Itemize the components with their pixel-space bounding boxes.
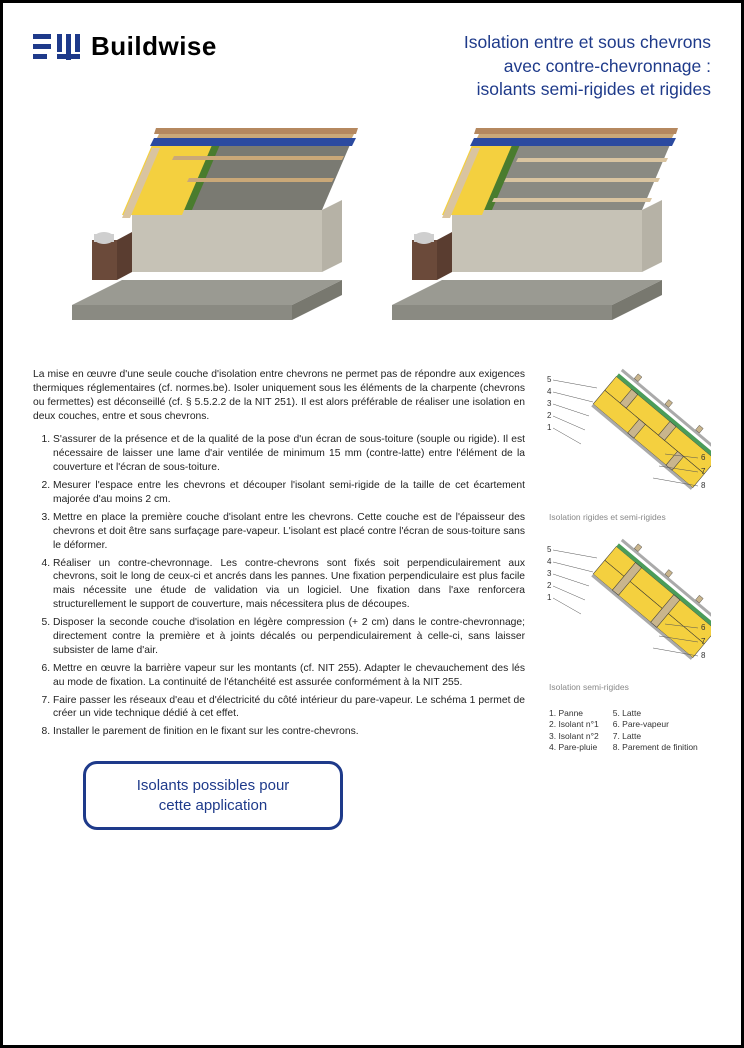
legend-item: 7. Latte xyxy=(613,731,698,742)
svg-text:3: 3 xyxy=(547,399,552,408)
cta-button[interactable]: Isolants possibles pour cette applicatio… xyxy=(83,761,343,830)
header: Buildwise Isolation entre et sous chevro… xyxy=(33,31,711,102)
legend-item: 2. Isolant n°1 xyxy=(549,719,599,730)
section-caption-2: Isolation semi-rigides xyxy=(543,682,711,692)
section-caption-1: Isolation rigides et semi-rigides xyxy=(543,512,711,522)
legend-item: 6. Pare-vapeur xyxy=(613,719,698,730)
step-4: Réaliser un contre-chevronnage. Les cont… xyxy=(53,557,525,613)
title-line-3: isolants semi-rigides et rigides xyxy=(464,78,711,102)
logo-text: Buildwise xyxy=(91,31,217,62)
hero-diagram-left xyxy=(62,120,362,340)
svg-text:1: 1 xyxy=(547,593,552,602)
svg-text:3: 3 xyxy=(547,569,552,578)
hero-diagram-right xyxy=(382,120,682,340)
legend-item: 3. Isolant n°2 xyxy=(549,731,599,742)
section-diagram-1: 5 4 3 2 1 6 7 8 xyxy=(543,368,711,508)
svg-text:2: 2 xyxy=(547,581,552,590)
cta-line-1: Isolants possibles pour xyxy=(116,776,310,796)
steps-list: S'assurer de la présence et de la qualit… xyxy=(33,433,525,739)
legend-item: 5. Latte xyxy=(613,708,698,719)
logo-icon xyxy=(33,32,81,62)
legend: 1. Panne 2. Isolant n°1 3. Isolant n°2 4… xyxy=(543,708,711,754)
svg-text:5: 5 xyxy=(547,545,552,554)
step-7: Faire passer les réseaux d'eau et d'élec… xyxy=(53,694,525,722)
legend-item: 4. Pare-pluie xyxy=(549,742,599,753)
legend-item: 1. Panne xyxy=(549,708,599,719)
title-line-2: avec contre-chevronnage : xyxy=(464,55,711,79)
svg-text:6: 6 xyxy=(701,453,706,462)
svg-text:5: 5 xyxy=(547,375,552,384)
section-diagram-2: 5 4 3 2 1 6 7 8 xyxy=(543,538,711,678)
step-6: Mettre en œuvre la barrière vapeur sur l… xyxy=(53,662,525,690)
svg-text:7: 7 xyxy=(701,467,706,476)
svg-text:1: 1 xyxy=(547,423,552,432)
step-1: S'assurer de la présence et de la qualit… xyxy=(53,433,525,475)
step-5: Disposer la seconde couche d'isolation e… xyxy=(53,616,525,658)
svg-text:6: 6 xyxy=(701,623,706,632)
step-2: Mesurer l'espace entre les chevrons et d… xyxy=(53,479,525,507)
cta-line-2: cette application xyxy=(116,796,310,816)
page-title: Isolation entre et sous chevrons avec co… xyxy=(464,31,711,102)
svg-text:7: 7 xyxy=(701,637,706,646)
side-column: 5 4 3 2 1 6 7 8 Isolation rigides et sem… xyxy=(543,368,711,830)
svg-text:2: 2 xyxy=(547,411,552,420)
content-row: La mise en œuvre d'une seule couche d'is… xyxy=(33,368,711,830)
step-8: Installer le parement de finition en le … xyxy=(53,725,525,739)
svg-text:8: 8 xyxy=(701,651,706,660)
hero-diagrams xyxy=(33,120,711,340)
legend-item: 8. Parement de finition xyxy=(613,742,698,753)
legend-col-1: 1. Panne 2. Isolant n°1 3. Isolant n°2 4… xyxy=(549,708,599,754)
step-3: Mettre en place la première couche d'iso… xyxy=(53,511,525,553)
svg-text:4: 4 xyxy=(547,557,552,566)
logo-block: Buildwise xyxy=(33,31,217,62)
legend-col-2: 5. Latte 6. Pare-vapeur 7. Latte 8. Pare… xyxy=(613,708,698,754)
svg-text:8: 8 xyxy=(701,481,706,490)
title-line-1: Isolation entre et sous chevrons xyxy=(464,31,711,55)
svg-text:4: 4 xyxy=(547,387,552,396)
text-column: La mise en œuvre d'une seule couche d'is… xyxy=(33,368,525,830)
intro-paragraph: La mise en œuvre d'une seule couche d'is… xyxy=(33,368,525,424)
